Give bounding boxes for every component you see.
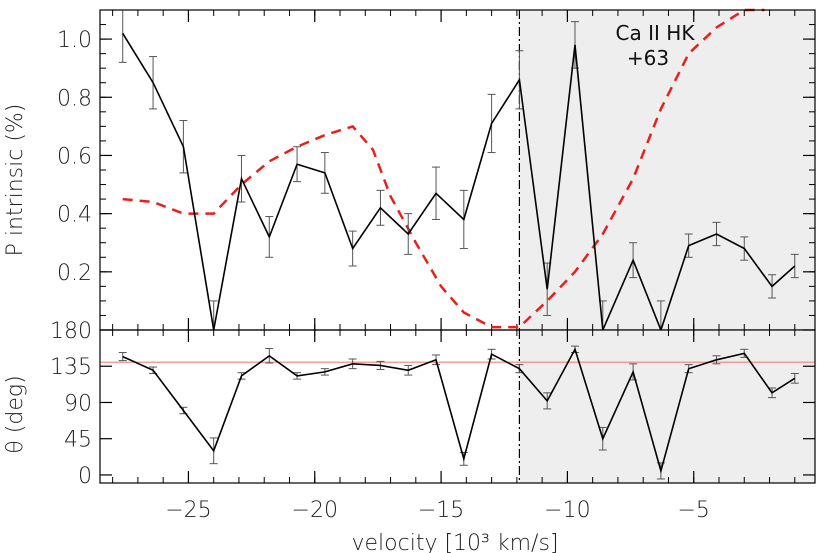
x-tick-label: −15 (418, 498, 464, 523)
bottom-y-axis-title: θ (deg) (3, 375, 28, 453)
bottom-y-tick-label: 180 (50, 319, 92, 344)
top-y-tick-labels: 0.2 0.4 0.6 0.8 1.0 (57, 28, 92, 286)
top-axis-ticks (100, 10, 815, 330)
top-y-tick-label: 1.0 (57, 28, 92, 53)
bottom-y-tick-labels: 0 45 90 135 180 (50, 319, 92, 489)
x-tick-label: −20 (292, 498, 338, 523)
x-tick-label: −5 (678, 498, 710, 523)
annotation-line-1: Ca II HK (616, 21, 696, 45)
top-y-tick-label: 0.8 (57, 86, 92, 111)
dashed-model-line (122, 8, 765, 329)
angle-line (122, 347, 796, 474)
x-tick-label: −10 (544, 498, 590, 523)
polarization-line (122, 32, 796, 334)
x-tick-label: −25 (165, 498, 211, 523)
annotation-line-2: +63 (627, 46, 669, 70)
bottom-axis-ticks (100, 329, 815, 483)
top-y-tick-label: 0.2 (57, 261, 92, 286)
top-y-tick-label: 0.4 (57, 203, 92, 228)
top-y-tick-label: 0.6 (57, 144, 92, 169)
bottom-errorbars (118, 345, 799, 480)
bottom-y-tick-label: 45 (64, 428, 92, 453)
bottom-y-tick-label: 135 (50, 355, 92, 380)
bottom-y-tick-label: 0 (78, 464, 92, 489)
bottom-panel: 0 45 90 135 180 −25 −20 −15 −10 −5 θ (deg) veloc… (3, 319, 816, 553)
bottom-shaded-region (519, 330, 815, 483)
x-tick-labels: −25 −20 −15 −10 −5 (165, 498, 710, 523)
top-y-axis-title: P intrinsic (%) (3, 104, 28, 257)
x-axis-title: velocity [10³ km/s] (352, 531, 559, 553)
bottom-y-tick-label: 90 (64, 391, 92, 416)
top-panel: 0.2 0.4 0.6 0.8 1.0 P intrinsic (%) Ca II HK… (3, 8, 816, 334)
bottom-frame (99, 329, 816, 484)
